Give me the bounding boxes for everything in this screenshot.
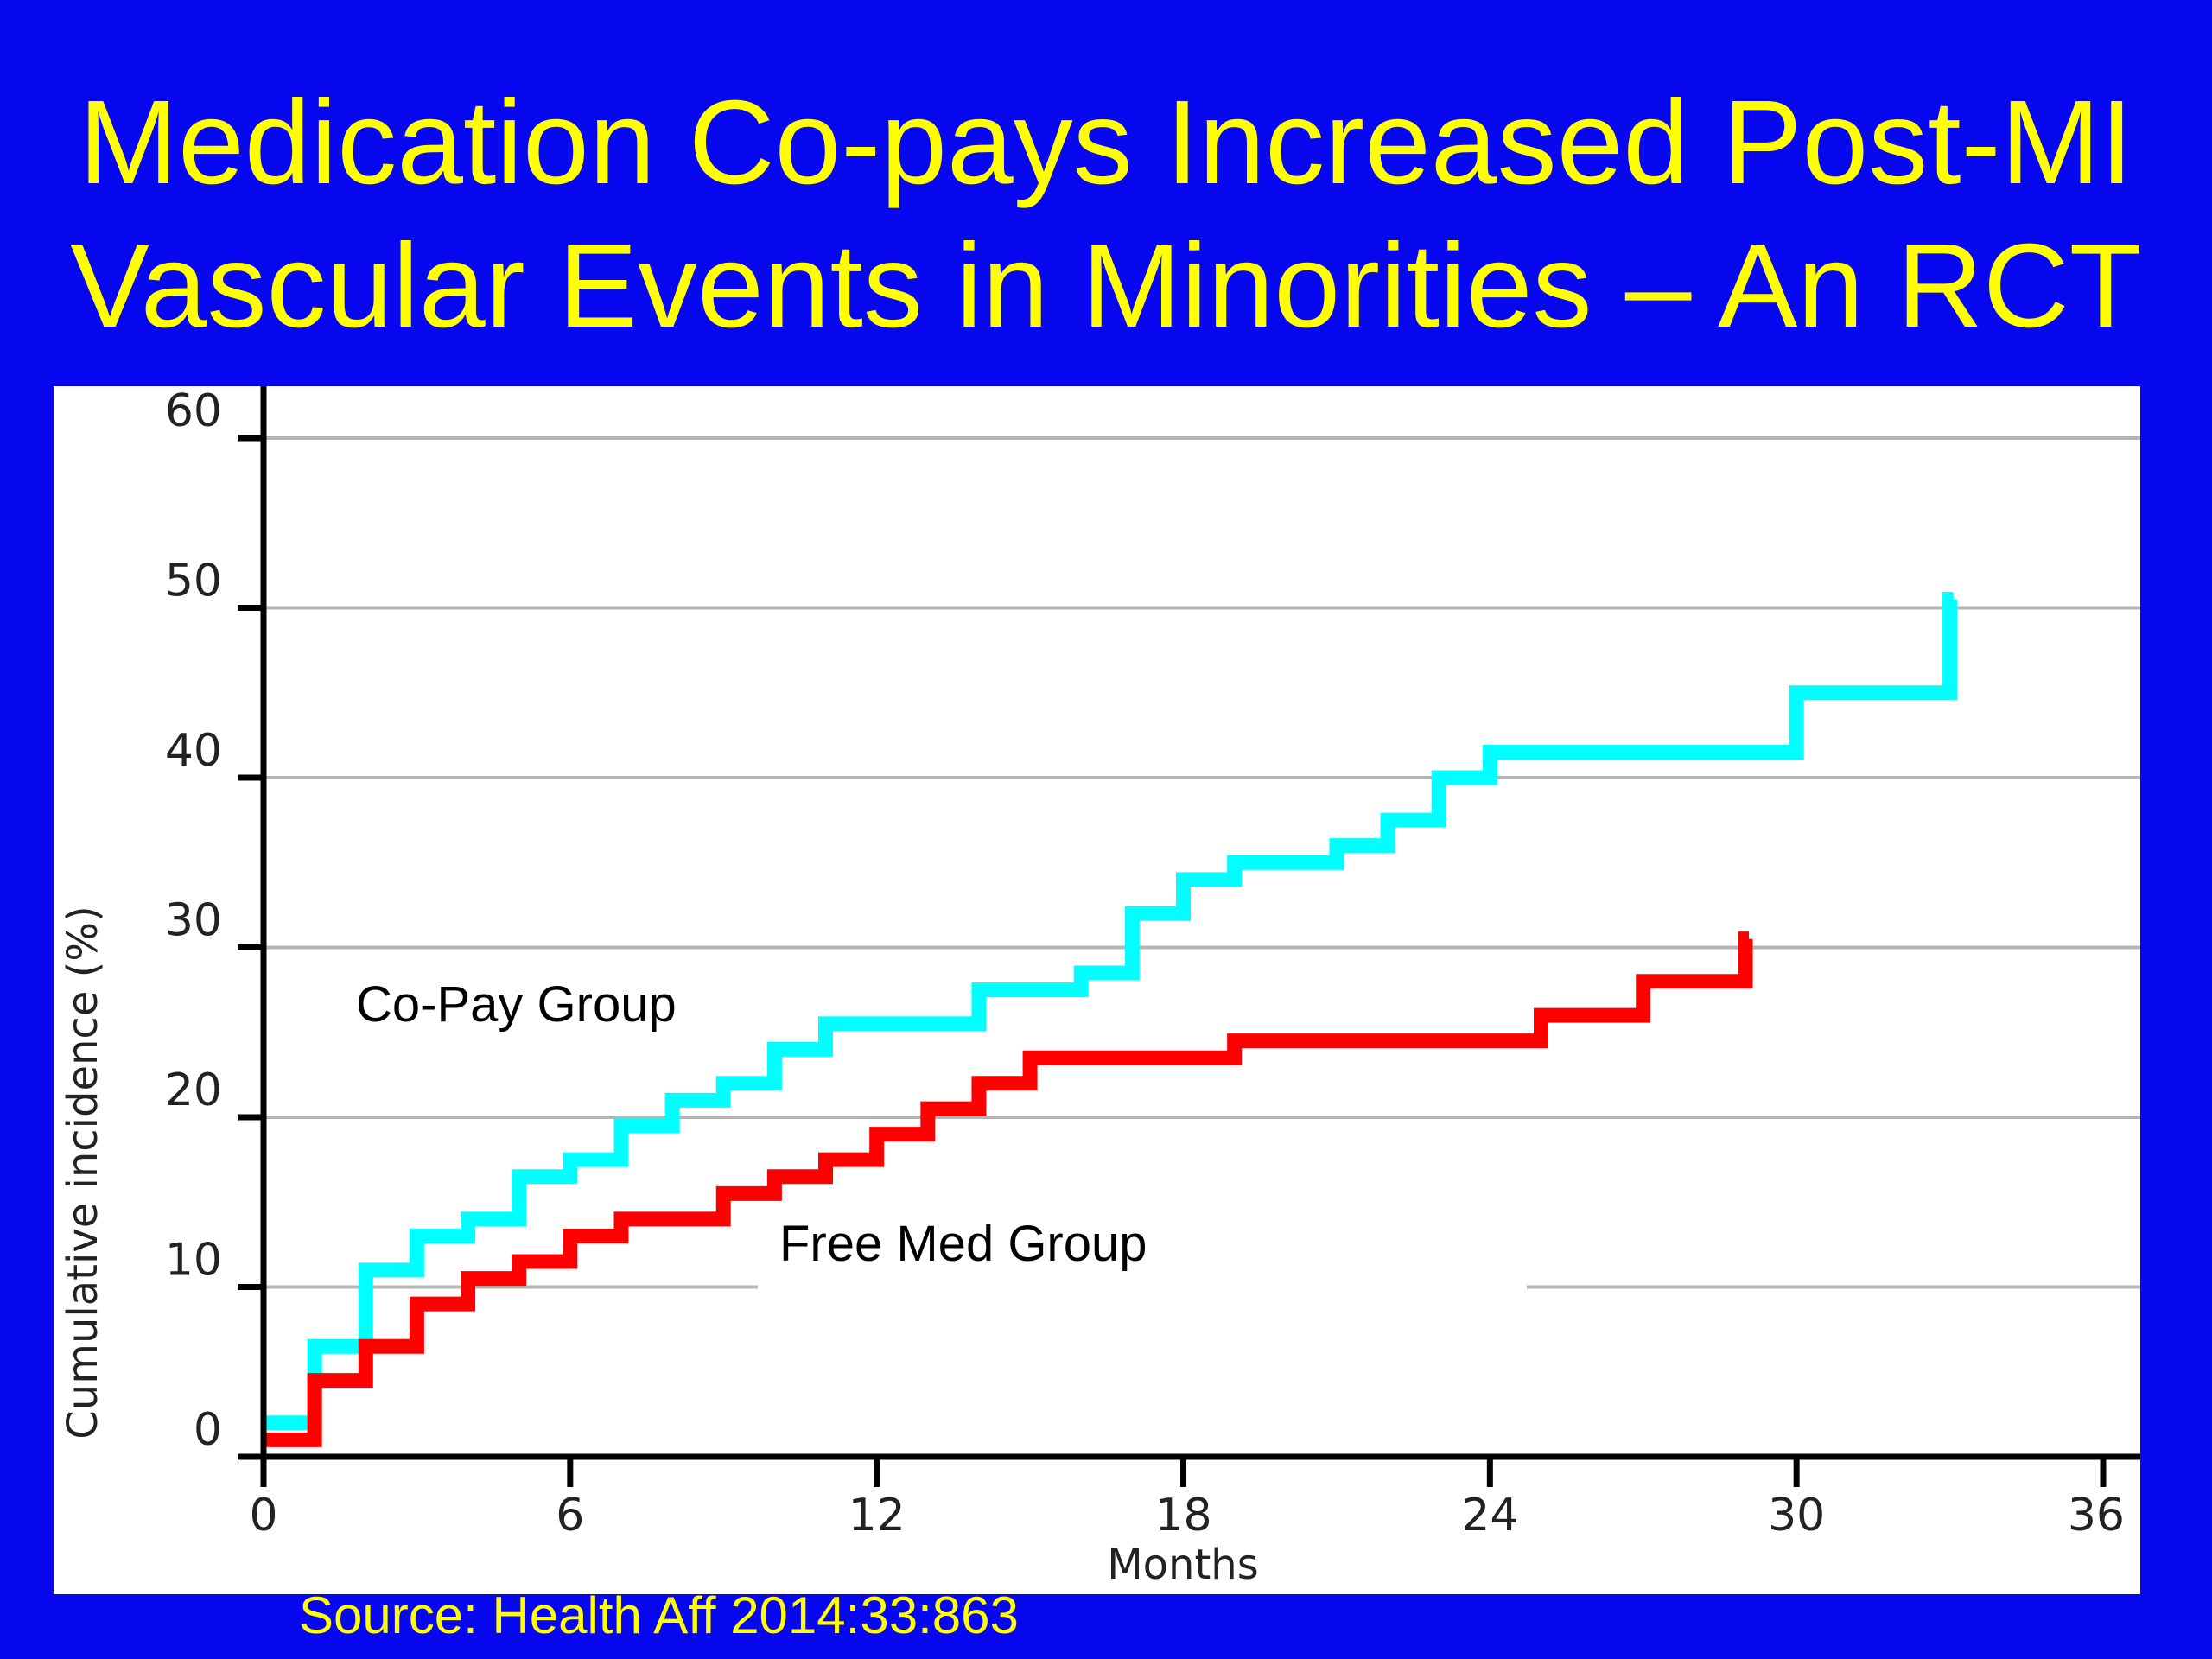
series-line-free-med-group	[264, 931, 1753, 1447]
series-lines	[264, 592, 1958, 1447]
y-tick-label-60: 60	[165, 386, 222, 437]
y-axis-title: Cumulative incidence (%)	[59, 906, 107, 1439]
y-tick-label-50: 50	[165, 556, 222, 607]
x-tick-label-30: 30	[1768, 1490, 1825, 1541]
x-tick-label-6: 6	[556, 1490, 584, 1541]
y-tick-label-0: 0	[194, 1404, 222, 1456]
gridlines	[264, 436, 2140, 1289]
axes	[238, 386, 2140, 1487]
y-tick-label-20: 20	[165, 1065, 222, 1116]
x-tick-label-36: 36	[2068, 1490, 2125, 1541]
y-tick-label-30: 30	[165, 895, 222, 947]
y-tick-label-40: 40	[165, 725, 222, 777]
label-backgrounds	[758, 1203, 1527, 1298]
y-tick-label-10: 10	[165, 1235, 222, 1287]
series-line-co-pay-group	[264, 592, 1958, 1431]
free-med-label-background	[758, 1203, 1527, 1298]
x-tick-label-24: 24	[1461, 1490, 1518, 1541]
x-axis-title: Months	[1107, 1541, 1258, 1589]
chart-panel: 0 10 20 30 40 50 60 0 6 12 18 24 30 36 Months Cumulat…	[54, 386, 2140, 1594]
tick-labels: 0 10 20 30 40 50 60 0 6 12 18 24 30 36	[165, 386, 2125, 1541]
x-tick-label-0: 0	[249, 1490, 277, 1541]
title-line-1: Medication Co-pays Increased Post-MI	[79, 76, 2133, 209]
source-citation: Source: Health Aff 2014:33:863	[299, 1586, 1019, 1644]
x-tick-label-18: 18	[1154, 1490, 1211, 1541]
slide-title: Medication Co-pays Increased Post-MI Vas…	[0, 71, 2212, 358]
title-line-2: Vascular Events in Minorities – An RCT	[69, 219, 2143, 353]
cumulative-incidence-chart: 0 10 20 30 40 50 60 0 6 12 18 24 30 36 Months Cumulat…	[59, 386, 2140, 1589]
co-pay-group-label: Co-Pay Group	[356, 976, 677, 1033]
free-med-group-label: Free Med Group	[779, 1216, 1147, 1272]
x-tick-label-12: 12	[849, 1490, 906, 1541]
